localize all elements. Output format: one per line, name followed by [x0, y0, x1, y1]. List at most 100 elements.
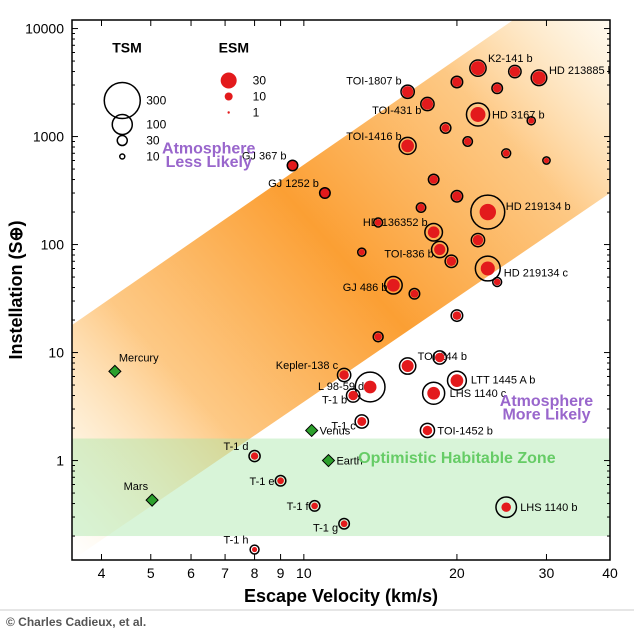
x-tick-label: 30: [539, 565, 555, 581]
planet-label: HD 219134 b: [506, 201, 571, 213]
esm-marker: [277, 477, 284, 484]
legend-label: 300: [146, 94, 166, 108]
x-tick-label: 20: [449, 565, 465, 581]
esm-marker: [364, 381, 377, 394]
legend-label: 10: [253, 90, 267, 104]
planet-label: LHS 1140 c: [450, 388, 507, 400]
solar-system-label: Venus: [320, 425, 351, 437]
esm-marker: [423, 426, 432, 435]
esm-marker: [493, 84, 501, 92]
esm-marker: [427, 387, 440, 400]
y-tick-label: 1000: [33, 129, 64, 145]
legend-marker: [225, 93, 233, 101]
planet-label: T-1 d: [223, 441, 248, 453]
legend-label: 1: [253, 106, 260, 120]
planet-label: K2-141 b: [488, 53, 533, 65]
planet-label: HD 3167 b: [492, 110, 545, 122]
x-tick-label: 8: [251, 565, 259, 581]
esm-marker: [402, 86, 413, 97]
esm-marker: [311, 503, 318, 510]
esm-marker: [532, 71, 545, 84]
esm-marker: [417, 204, 424, 211]
planet-label: HD 136352 b: [363, 217, 428, 229]
solar-system-label: Mercury: [119, 352, 159, 364]
y-axis-label: Instellation (S⊕): [6, 220, 26, 359]
esm-marker: [528, 118, 534, 124]
esm-marker: [442, 124, 450, 132]
esm-marker: [480, 204, 496, 220]
esm-marker: [375, 219, 382, 226]
esm-marker: [544, 158, 549, 163]
scatter-chart: K2-141 bHD 213885 bTOI-1807 bTOI-431 bHD…: [0, 0, 634, 635]
x-tick-label: 9: [277, 565, 285, 581]
legend-marker: [104, 83, 140, 119]
esm-marker: [470, 107, 485, 122]
solar-system-marker: [306, 424, 318, 436]
solar-system-label: Mars: [124, 481, 149, 493]
legend-label: 30: [253, 74, 267, 88]
planet-label: T-1 h: [223, 535, 248, 547]
esm-marker: [339, 370, 348, 379]
esm-marker: [473, 235, 483, 245]
esm-marker: [434, 244, 445, 255]
legend-title: ESM: [219, 40, 249, 56]
planet-label: TOI-836 b: [384, 248, 433, 260]
planet-label: TOI-431 b: [372, 105, 421, 117]
esm-marker: [252, 547, 257, 552]
esm-marker: [481, 261, 495, 275]
x-tick-label: 4: [98, 565, 106, 581]
esm-marker: [401, 139, 414, 152]
legend-marker: [112, 115, 132, 135]
legend-marker: [120, 154, 125, 159]
esm-marker: [435, 353, 444, 362]
legend-marker: [117, 136, 127, 146]
esm-marker: [422, 98, 433, 109]
planet-label: GJ 1252 b: [268, 178, 319, 190]
planet-label: T-1 e: [249, 476, 274, 488]
planet-label: T-1 g: [313, 523, 338, 535]
esm-marker: [503, 150, 510, 157]
planet-label: LTT 1445 A b: [471, 375, 535, 387]
legend-marker: [227, 111, 229, 113]
esm-marker: [451, 374, 464, 387]
esm-marker: [357, 417, 366, 426]
y-tick-label: 10000: [25, 21, 64, 37]
y-tick-label: 100: [41, 237, 65, 253]
esm-marker: [494, 279, 501, 286]
esm-marker: [429, 175, 437, 183]
esm-marker: [464, 138, 471, 145]
esm-marker: [501, 502, 510, 511]
x-tick-label: 10: [296, 565, 312, 581]
esm-marker: [251, 452, 258, 459]
x-tick-label: 6: [187, 565, 195, 581]
esm-marker: [359, 249, 365, 255]
planet-label: Kepler-138 c: [276, 360, 339, 372]
esm-marker: [341, 520, 348, 527]
legend-label: 10: [146, 150, 160, 164]
planet-label: LHS 1140 b: [520, 502, 577, 514]
planet-label: T-1 f: [287, 501, 310, 513]
esm-marker: [510, 66, 520, 76]
legend-marker: [221, 73, 237, 89]
esm-marker: [387, 279, 400, 292]
esm-marker: [402, 360, 414, 372]
y-tick-label: 1: [56, 453, 64, 469]
esm-marker: [410, 290, 418, 298]
legend-title: TSM: [112, 40, 142, 56]
x-tick-label: 7: [221, 565, 229, 581]
planet-label: HD 213885 b: [549, 65, 614, 77]
annotation-text: Less Likely: [166, 154, 252, 171]
planet-label: GJ 486 b: [343, 282, 388, 294]
legend-label: 100: [146, 118, 166, 132]
planet-label: T-1 b: [322, 395, 347, 407]
annotation-text: Optimistic Habitable Zone: [358, 450, 555, 467]
esm-marker: [452, 192, 461, 201]
planet-label: TOI-1452 b: [437, 425, 492, 437]
esm-marker: [374, 333, 381, 340]
planet-label: HD 219134 c: [504, 268, 569, 280]
annotation-text: More Likely: [502, 406, 590, 423]
esm-marker: [348, 391, 357, 400]
y-tick-label: 10: [48, 345, 64, 361]
x-tick-label: 5: [147, 565, 155, 581]
esm-marker: [428, 226, 440, 238]
